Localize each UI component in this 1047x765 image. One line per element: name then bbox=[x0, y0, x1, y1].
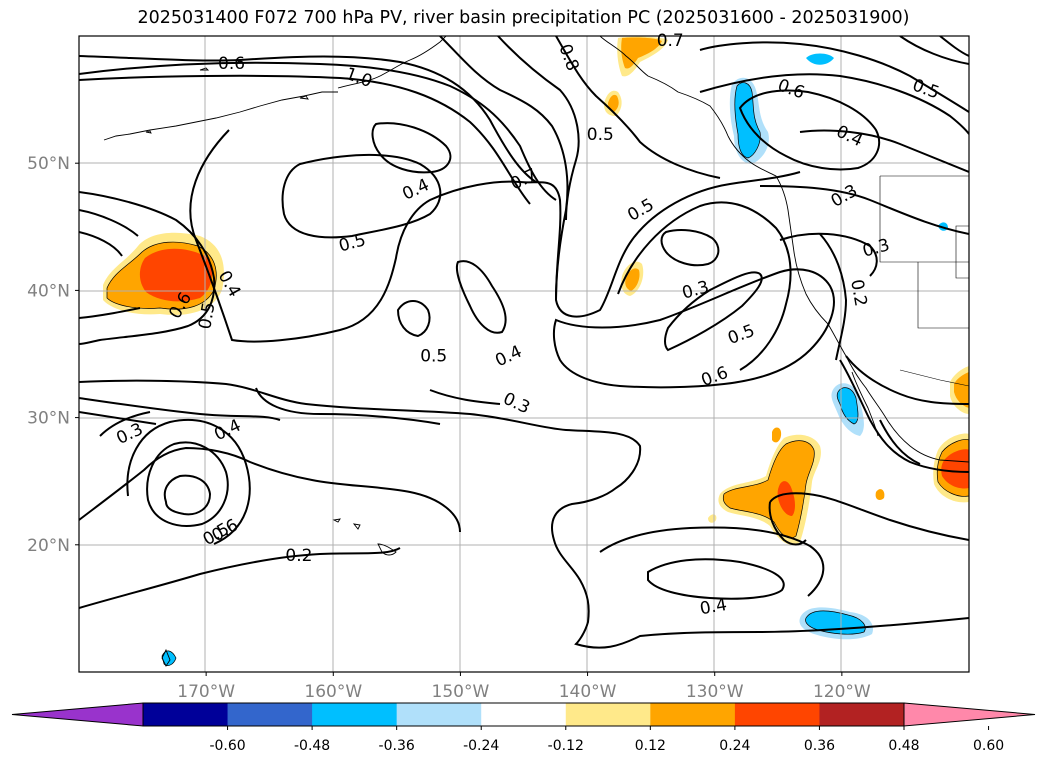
precip-area-west-core bbox=[139, 248, 213, 302]
map-gridlines bbox=[79, 36, 969, 672]
precip-area-mexico-north-core bbox=[954, 372, 969, 408]
contour-label: 0.2 bbox=[285, 546, 312, 566]
latitude-label: 40°N bbox=[27, 281, 70, 301]
contour-label: 0.5 bbox=[420, 347, 447, 367]
longitude-label: 140°W bbox=[559, 682, 617, 702]
precip-area-baja-core bbox=[837, 387, 858, 424]
longitude-label: 120°W bbox=[813, 682, 871, 702]
precip-area-mexico-south-core bbox=[941, 449, 969, 489]
colorbar-tick-label: -0.60 bbox=[209, 738, 245, 754]
colorbar-extend-high bbox=[903, 702, 1036, 727]
colorbar-tick-label: 0.36 bbox=[804, 738, 835, 754]
precip-area-subtropics-core bbox=[777, 481, 795, 516]
colorbar-tick-label: 0.60 bbox=[973, 738, 1004, 754]
precip-area-small-dot-east bbox=[875, 489, 885, 500]
axis-label-layer: 170°W 160°W 150°W 140°W 130°W 120°W 20°N 30°N 40… bbox=[27, 154, 871, 702]
colorbar-segment bbox=[650, 703, 736, 726]
contour-label: 0.5 bbox=[587, 125, 614, 145]
precip-area-small-north-core bbox=[608, 94, 619, 112]
longitude-label: 170°W bbox=[177, 682, 235, 702]
precip-area-mid-pacific-core bbox=[625, 268, 640, 291]
latitude-label: 20°N bbox=[27, 536, 70, 556]
colorbar-tick-label: -0.36 bbox=[379, 738, 415, 754]
precip-area-bc-coast-core bbox=[734, 82, 761, 158]
colorbar-tick-label: -0.48 bbox=[294, 738, 330, 754]
pv-contours bbox=[79, 36, 969, 649]
contour-label: 0.2 bbox=[846, 278, 870, 308]
map-frame bbox=[78, 35, 970, 673]
contour-label: 0.4 bbox=[698, 595, 728, 619]
longitude-label: 160°W bbox=[304, 682, 362, 702]
colorbar-segment bbox=[227, 703, 313, 726]
colorbar-extend-low bbox=[11, 702, 144, 727]
contour-label: 0.6 bbox=[218, 54, 245, 74]
colorbar-tick-label: 0.48 bbox=[888, 738, 919, 754]
political-borders bbox=[879, 175, 969, 387]
colorbar-segment bbox=[396, 703, 482, 726]
longitude-label: 150°W bbox=[432, 682, 490, 702]
longitude-label: 130°W bbox=[686, 682, 744, 702]
colorbar-tick-label: -0.24 bbox=[463, 738, 499, 754]
map-background bbox=[79, 36, 969, 672]
colorbar-segment bbox=[143, 703, 229, 726]
colorbar-segment bbox=[565, 703, 651, 726]
colorbar-segment bbox=[734, 703, 820, 726]
precipitation-outlines bbox=[106, 82, 969, 666]
colorbar-segment bbox=[819, 703, 905, 726]
colorbar-tick-label: 0.12 bbox=[635, 738, 666, 754]
colorbar: -0.60 -0.48 -0.36 -0.24 -0.12 0.12 0.24 0.36 0.4… bbox=[11, 702, 1036, 754]
precip-area-small-dots bbox=[772, 427, 782, 443]
colorbar-segment bbox=[481, 703, 567, 726]
colorbar-tick-label: -0.12 bbox=[548, 738, 584, 754]
precip-area-alaska-east bbox=[806, 53, 834, 65]
colorbar-segment bbox=[312, 703, 398, 726]
colorbar-outline bbox=[142, 702, 905, 727]
contour-label: 0.5 bbox=[195, 301, 219, 331]
latitude-label: 50°N bbox=[27, 154, 70, 174]
colorbar-tick-label: 0.24 bbox=[719, 738, 750, 754]
map-title: 2025031400 F072 700 hPa PV, river basin … bbox=[137, 8, 910, 28]
contour-label: 0.7 bbox=[657, 31, 684, 51]
precipitation-shading bbox=[103, 36, 969, 666]
latitude-label: 30°N bbox=[27, 409, 70, 429]
